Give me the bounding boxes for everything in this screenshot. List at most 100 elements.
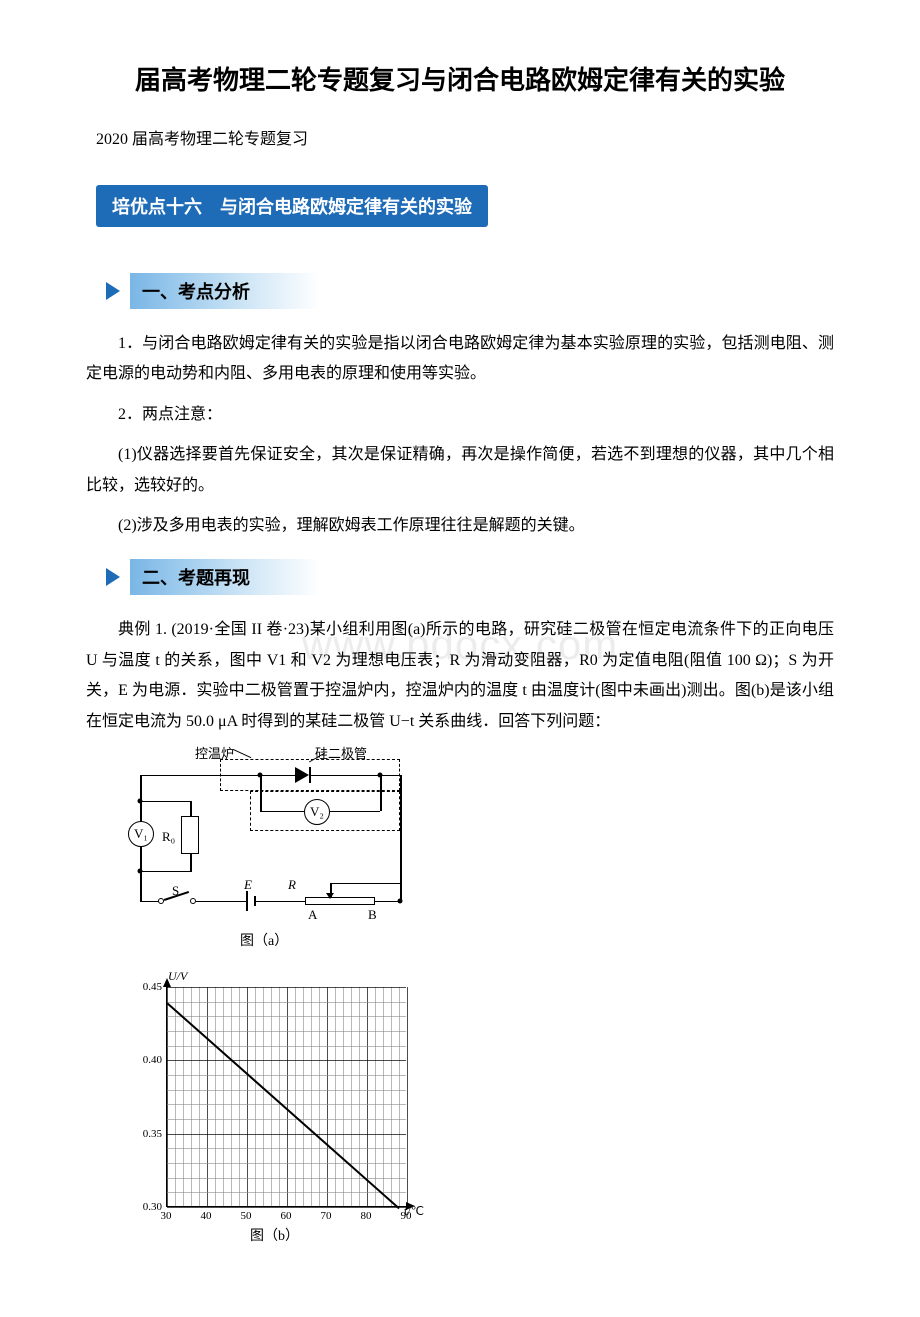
wire	[311, 775, 400, 777]
grid-minor-h	[167, 1163, 406, 1164]
grid-minor-h	[167, 1104, 406, 1105]
x-tick-label: 40	[201, 1210, 212, 1222]
wire	[196, 901, 246, 903]
switch-label: S	[172, 883, 179, 899]
grid-minor-v	[263, 987, 264, 1206]
grid-minor-v	[391, 987, 392, 1206]
circuit-diagram: V₁ R₀ V₂ S	[120, 751, 420, 951]
grid-major-v	[247, 987, 248, 1206]
grid-minor-v	[335, 987, 336, 1206]
grid-minor-v	[231, 987, 232, 1206]
grid-minor-v	[175, 987, 176, 1206]
x-tick-label: 90	[401, 1210, 412, 1222]
grid-minor-v	[223, 987, 224, 1206]
section-1-title: 一、考点分析	[130, 273, 320, 309]
grid-minor-v	[383, 987, 384, 1206]
y-tick-label: 0.45	[124, 981, 162, 993]
grid-minor-v	[303, 987, 304, 1206]
emf-label: E	[244, 877, 252, 893]
wire	[330, 883, 400, 885]
x-tick-label: 30	[161, 1210, 172, 1222]
paragraph-1: 1．与闭合电路欧姆定律有关的实验是指以闭合电路欧姆定律为基本实验原理的实验，包括…	[86, 329, 834, 390]
chart-plot-area	[166, 987, 406, 1207]
page-title: 届高考物理二轮专题复习与闭合电路欧姆定律有关的实验	[50, 60, 870, 97]
wire	[190, 801, 192, 816]
grid-major-h	[167, 1060, 406, 1061]
banner-triangle-icon	[106, 568, 120, 586]
r0-label: R₀	[162, 829, 175, 845]
paragraph-4: (2)涉及多用电表的实验，理解欧姆表工作原理往往是解题的关键。	[86, 511, 834, 541]
rheo-a-label: A	[308, 907, 317, 923]
thermostat-label: 控温炉	[195, 743, 234, 762]
grid-minor-h	[167, 1002, 406, 1003]
grid-minor-h	[167, 1178, 406, 1179]
node-dot	[138, 868, 143, 873]
voltmeter-v1: V₁	[128, 821, 154, 847]
wire	[140, 901, 160, 903]
grid-minor-v	[215, 987, 216, 1206]
resistor-r0	[181, 816, 199, 854]
grid-minor-h	[167, 1031, 406, 1032]
battery-long	[246, 891, 248, 911]
chart-ut: U/V t/℃ 图（b） 304050607080900.300.350.400…	[120, 969, 430, 1239]
wire	[140, 847, 142, 871]
node-dot	[398, 898, 403, 903]
grid-minor-v	[311, 987, 312, 1206]
wire	[255, 901, 305, 903]
grid-major-v	[367, 987, 368, 1206]
banner-topic: 培优点十六 与闭合电路欧姆定律有关的实验	[96, 185, 488, 227]
v1-label: V₁	[134, 826, 148, 842]
grid-minor-h	[167, 1119, 406, 1120]
grid-minor-v	[343, 987, 344, 1206]
wire	[260, 775, 262, 811]
voltmeter-v2: V₂	[304, 799, 330, 825]
grid-minor-v	[399, 987, 400, 1206]
grid-minor-v	[375, 987, 376, 1206]
v2-label: V₂	[310, 804, 324, 820]
grid-major-v	[407, 987, 408, 1206]
grid-major-v	[167, 987, 168, 1206]
grid-minor-v	[295, 987, 296, 1206]
wire	[140, 871, 192, 873]
section-2-title: 二、考题再现	[130, 559, 320, 595]
grid-minor-v	[255, 987, 256, 1206]
grid-major-h	[167, 987, 406, 988]
figure-b: U/V t/℃ 图（b） 304050607080900.300.350.400…	[120, 969, 870, 1239]
diode-symbol	[295, 767, 309, 783]
x-tick-label: 70	[321, 1210, 332, 1222]
grid-minor-v	[279, 987, 280, 1206]
rheostat-arrow-icon	[326, 893, 334, 899]
grid-minor-h	[167, 1046, 406, 1047]
figure-b-caption: 图（b）	[250, 1225, 299, 1245]
figure-a-caption: 图（a）	[240, 930, 288, 950]
paragraph-2: 2．两点注意：	[86, 400, 834, 430]
rheostat-r	[305, 897, 375, 905]
wire	[380, 775, 382, 811]
banner-triangle-icon	[106, 282, 120, 300]
grid-minor-h	[167, 1016, 406, 1017]
label-pointer	[233, 749, 252, 758]
grid-minor-h	[167, 1075, 406, 1076]
figure-a: V₁ R₀ V₂ S	[120, 751, 870, 951]
wire	[140, 801, 190, 803]
grid-major-v	[287, 987, 288, 1206]
section-2-header: 二、考题再现	[106, 559, 870, 595]
grid-minor-v	[239, 987, 240, 1206]
grid-minor-v	[191, 987, 192, 1206]
grid-major-v	[327, 987, 328, 1206]
paragraph-3: (1)仪器选择要首先保证安全，其次是保证精确，再次是操作简便，若选不到理想的仪器…	[86, 440, 834, 501]
node-dot	[138, 798, 143, 803]
grid-major-h	[167, 1134, 406, 1135]
grid-major-v	[207, 987, 208, 1206]
subtitle: 2020 届高考物理二轮专题复习	[96, 125, 870, 149]
x-tick-label: 50	[241, 1210, 252, 1222]
node-dot	[258, 772, 263, 777]
wire	[260, 811, 304, 813]
wire	[330, 811, 380, 813]
node-dot	[378, 772, 383, 777]
grid-major-h	[167, 1207, 406, 1208]
x-tick-label: 60	[281, 1210, 292, 1222]
y-tick-label: 0.40	[124, 1054, 162, 1066]
rheo-label: R	[288, 877, 296, 893]
rheo-b-label: B	[368, 907, 377, 923]
